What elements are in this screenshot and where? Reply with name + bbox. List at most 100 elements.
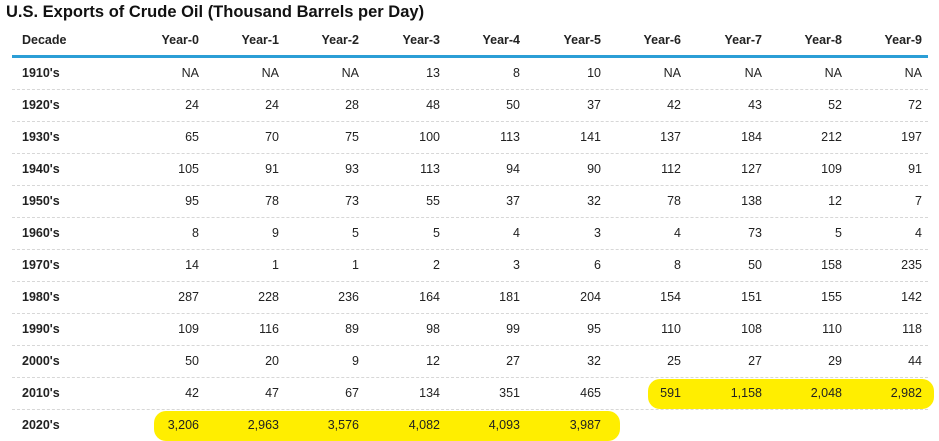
value-cell: 37 <box>506 194 520 208</box>
header-year-1: Year-1 <box>241 33 279 47</box>
highlight-mark <box>154 411 620 441</box>
decade-label: 1920's <box>22 98 60 112</box>
decade-label: 1990's <box>22 322 60 336</box>
value-cell: 158 <box>821 258 842 272</box>
value-cell: 44 <box>908 354 922 368</box>
value-cell: 94 <box>506 162 520 176</box>
value-cell: 72 <box>908 98 922 112</box>
value-cell: 8 <box>192 226 199 240</box>
decade-label: 1950's <box>22 194 60 208</box>
value-cell: 78 <box>265 194 279 208</box>
value-cell: 48 <box>426 98 440 112</box>
page-title: U.S. Exports of Crude Oil (Thousand Barr… <box>6 3 425 21</box>
value-cell: 465 <box>580 386 601 400</box>
table-row: 2000's 50 20 9 12 27 32 25 27 29 44 <box>12 346 928 378</box>
value-cell: 67 <box>345 386 359 400</box>
value-cell: NA <box>663 66 681 80</box>
exports-table: Decade Year-0 Year-1 Year-2 Year-3 Year-4 Yea… <box>12 26 934 441</box>
value-cell: 73 <box>345 194 359 208</box>
highlight-mark <box>648 379 934 409</box>
value-cell: 5 <box>352 226 359 240</box>
value-cell: 2,963 <box>247 418 279 432</box>
value-cell: 91 <box>908 162 922 176</box>
value-cell: 50 <box>185 354 199 368</box>
value-cell: 55 <box>426 194 440 208</box>
value-cell: 95 <box>587 322 601 336</box>
value-cell: 37 <box>587 98 601 112</box>
value-cell: 95 <box>185 194 199 208</box>
value-cell: 70 <box>265 130 279 144</box>
value-cell: 110 <box>822 322 842 336</box>
value-cell: 4,093 <box>488 418 520 432</box>
header-year-8: Year-8 <box>804 33 842 47</box>
value-cell: 105 <box>178 162 199 176</box>
value-cell: 3,987 <box>569 418 601 432</box>
header-decade: Decade <box>22 33 67 47</box>
decade-label: 2000's <box>22 354 60 368</box>
header-year-7: Year-7 <box>724 33 762 47</box>
table-row: 2020's 3,206 2,963 3,576 4,082 4,093 3,987 <box>12 410 928 441</box>
value-cell: 228 <box>258 290 279 304</box>
value-cell: 32 <box>587 354 601 368</box>
table-row: 1940's 105 91 93 113 94 90 112 127 109 91 <box>12 154 928 186</box>
value-cell: 164 <box>419 290 440 304</box>
value-cell: 47 <box>265 386 279 400</box>
value-cell: 141 <box>580 130 601 144</box>
header-year-0: Year-0 <box>161 33 199 47</box>
value-cell: 5 <box>835 226 842 240</box>
value-cell: 50 <box>506 98 520 112</box>
value-cell: 24 <box>185 98 199 112</box>
value-cell: 204 <box>580 290 601 304</box>
value-cell: 20 <box>265 354 279 368</box>
value-cell: 137 <box>660 130 681 144</box>
decade-label: 1970's <box>22 258 60 272</box>
table-header-row: Decade Year-0 Year-1 Year-2 Year-3 Year-4 Yea… <box>12 26 928 58</box>
table-row: 1980's 287 228 236 164 181 204 154 151 155 142 <box>12 282 928 314</box>
value-cell: 1,158 <box>730 386 762 400</box>
value-cell: 591 <box>660 386 681 400</box>
value-cell: 235 <box>901 258 922 272</box>
value-cell: 25 <box>667 354 681 368</box>
value-cell: 8 <box>513 66 520 80</box>
value-cell: 93 <box>345 162 359 176</box>
value-cell: 1 <box>352 258 359 272</box>
value-cell: 2,982 <box>890 386 922 400</box>
value-cell: 91 <box>265 162 279 176</box>
decade-label: 2020's <box>22 418 60 432</box>
value-cell: 108 <box>741 322 762 336</box>
value-cell: 29 <box>828 354 842 368</box>
value-cell: 8 <box>674 258 681 272</box>
value-cell: NA <box>261 66 279 80</box>
decade-label: 1980's <box>22 290 60 304</box>
value-cell: NA <box>824 66 842 80</box>
header-year-4: Year-4 <box>482 33 520 47</box>
decade-label: 1910's <box>22 66 60 80</box>
value-cell: 27 <box>506 354 520 368</box>
value-cell: 100 <box>419 130 440 144</box>
table-row: 1920's 24 24 28 48 50 37 42 43 52 72 <box>12 90 928 122</box>
table-row: 1910's NA NA NA 13 8 10 NA NA NA NA <box>12 58 928 90</box>
value-cell: 2,048 <box>810 386 842 400</box>
decade-label: 1940's <box>22 162 60 176</box>
value-cell: 118 <box>902 322 922 336</box>
value-cell: 4 <box>513 226 520 240</box>
table-row: 1960's 8 9 5 5 4 3 4 73 5 4 <box>12 218 928 250</box>
value-cell: 6 <box>594 258 601 272</box>
value-cell: 32 <box>587 194 601 208</box>
value-cell: 89 <box>345 322 359 336</box>
table-row: 1970's 14 1 1 2 3 6 8 50 158 235 <box>12 250 928 282</box>
value-cell: 181 <box>499 290 520 304</box>
value-cell: 98 <box>426 322 440 336</box>
value-cell: 27 <box>748 354 762 368</box>
value-cell: 155 <box>821 290 842 304</box>
value-cell: 7 <box>915 194 922 208</box>
value-cell: 127 <box>741 162 762 176</box>
value-cell: NA <box>744 66 762 80</box>
value-cell: 28 <box>345 98 359 112</box>
value-cell: 109 <box>178 322 199 336</box>
value-cell: 4 <box>674 226 681 240</box>
value-cell: NA <box>341 66 359 80</box>
value-cell: 109 <box>821 162 842 176</box>
value-cell: 236 <box>338 290 359 304</box>
value-cell: 113 <box>500 130 520 144</box>
